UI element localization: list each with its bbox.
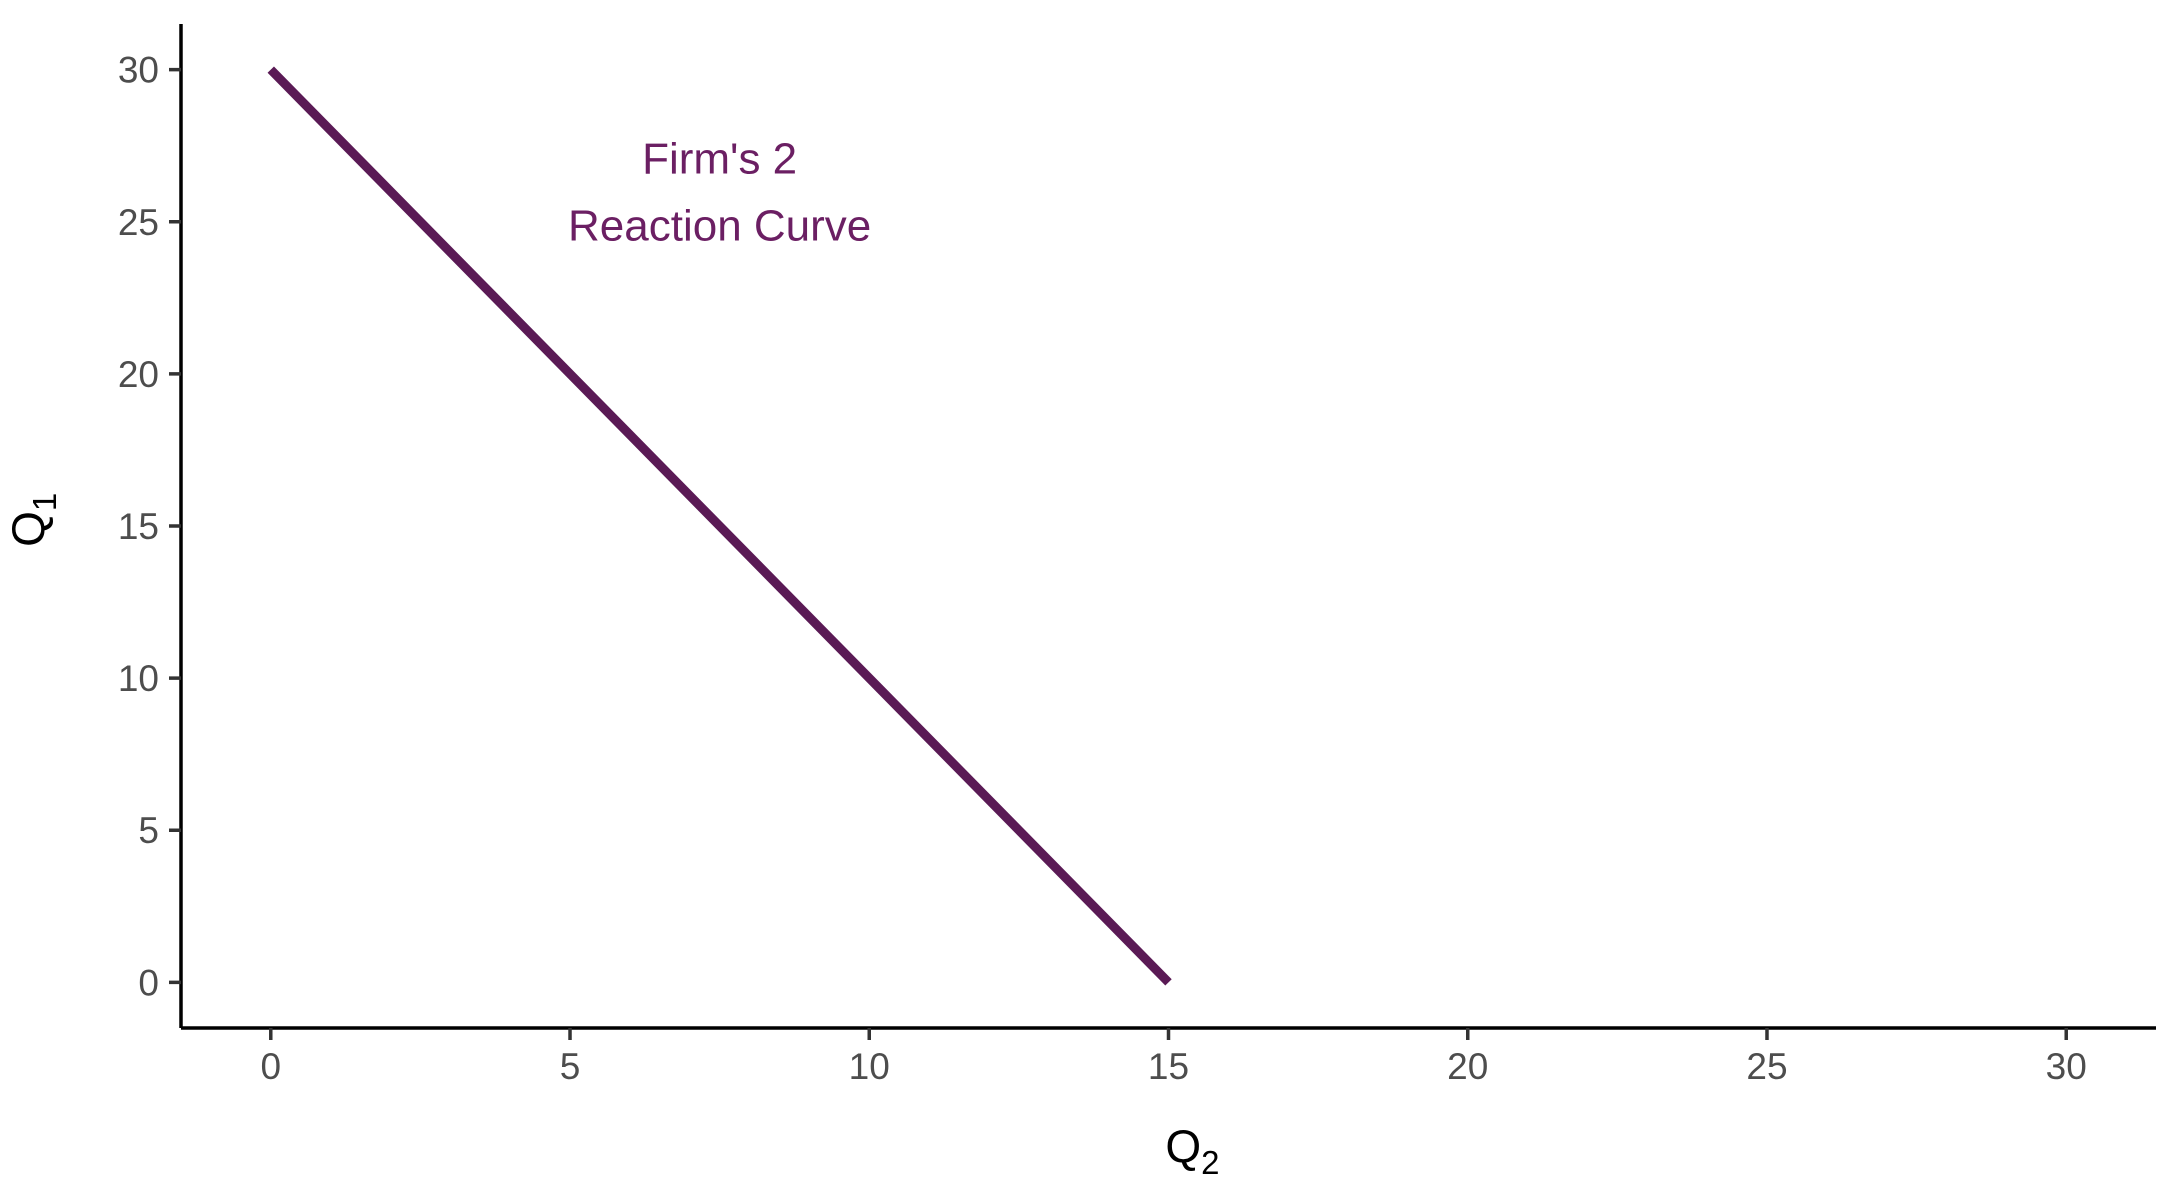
x-tick-label: 0 [260,1046,281,1087]
y-axis-title-main: Q [2,511,54,547]
x-tick-label: 15 [1148,1046,1189,1087]
y-tick-label: 5 [138,810,159,851]
x-tick-label: 25 [1746,1046,1787,1087]
axes [179,24,2156,1030]
y-axis-title: Q1 [2,493,63,547]
annotations: Firm's 2 Reaction Curve [568,134,871,250]
y-tick-label: 10 [118,658,159,699]
series-line-0 [267,66,1172,986]
y-tick-label: 20 [118,354,159,395]
annotation-line-1: Reaction Curve [568,201,871,250]
x-axis-title-sub: 2 [1201,1144,1219,1181]
annotation-line-0: Firm's 2 [642,134,797,183]
x-tick-label: 20 [1447,1046,1488,1087]
x-axis-title-main: Q [1165,1120,1201,1172]
y-tick-label: 25 [118,202,159,243]
y-tick-label: 30 [118,50,159,91]
y-tick-label: 0 [138,962,159,1003]
y-tick-label: 15 [118,506,159,547]
plot-area [267,66,1172,986]
tick-marks-and-labels: 0 5 10 15 20 25 30 0 5 10 15 20 25 30 [118,50,2087,1087]
x-tick-label: 5 [560,1046,581,1087]
x-tick-label: 30 [2046,1046,2087,1087]
y-axis-title-sub: 1 [26,493,63,511]
x-tick-label: 10 [849,1046,890,1087]
x-axis-title: Q2 [1165,1120,1219,1181]
